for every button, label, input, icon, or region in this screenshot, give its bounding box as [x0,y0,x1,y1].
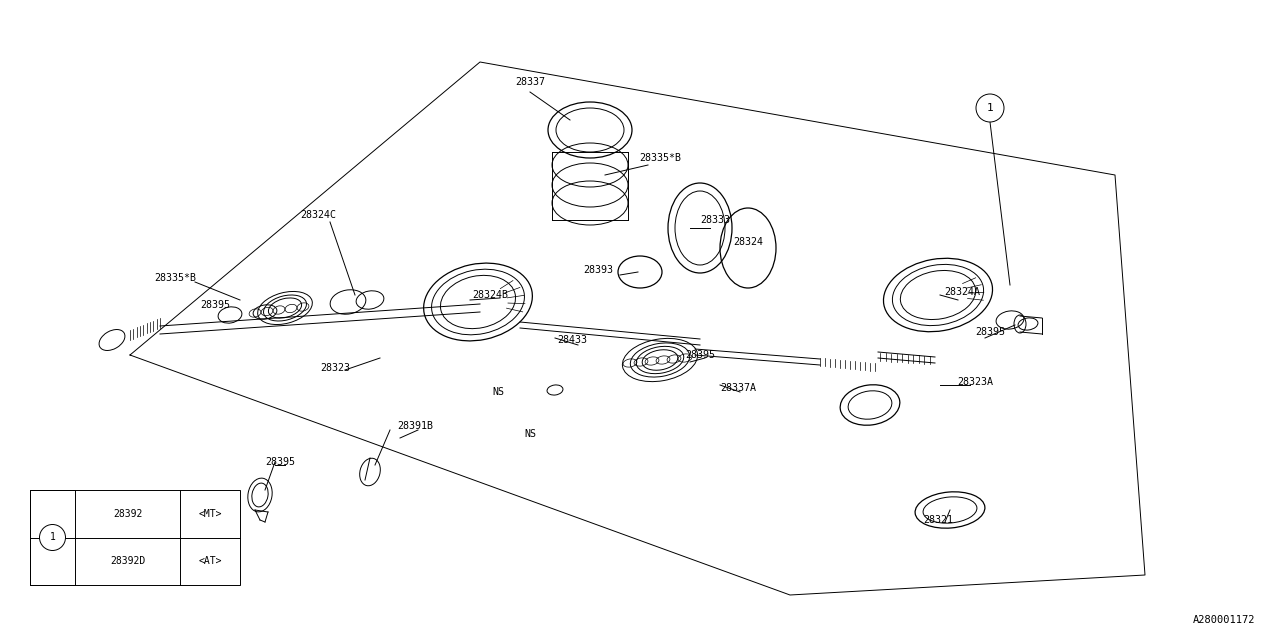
Text: <AT>: <AT> [198,556,221,566]
Text: NS: NS [524,429,536,439]
Text: 28323A: 28323A [957,377,993,387]
Text: 28324A: 28324A [945,287,980,297]
Text: 28337: 28337 [515,77,545,87]
Text: 28392: 28392 [113,509,142,519]
Circle shape [40,525,65,550]
Text: 28433: 28433 [557,335,588,345]
Text: 1: 1 [987,103,993,113]
Text: 28393: 28393 [582,265,613,275]
Text: 28321: 28321 [923,515,954,525]
Text: 28392D: 28392D [110,556,145,566]
Text: 28335*B: 28335*B [154,273,196,283]
Circle shape [977,94,1004,122]
Text: 28324B: 28324B [472,290,508,300]
Text: NS: NS [492,387,504,397]
Text: 28395: 28395 [685,350,716,360]
Bar [29,490,76,585]
Text: 28395: 28395 [975,327,1005,337]
Text: 28391B: 28391B [397,421,433,431]
Text: A280001172: A280001172 [1193,615,1254,625]
Text: 28395: 28395 [200,300,230,310]
Text: 28333: 28333 [700,215,730,225]
Text: 28324: 28324 [733,237,763,247]
Text: 1: 1 [50,532,55,543]
Text: <MT>: <MT> [198,509,221,519]
Bar [29,490,241,585]
Text: 28395: 28395 [265,457,294,467]
Text: 28337A: 28337A [719,383,756,393]
Text: 28335*B: 28335*B [639,153,681,163]
Text: 28323: 28323 [320,363,349,373]
Text: 28324C: 28324C [300,210,335,220]
